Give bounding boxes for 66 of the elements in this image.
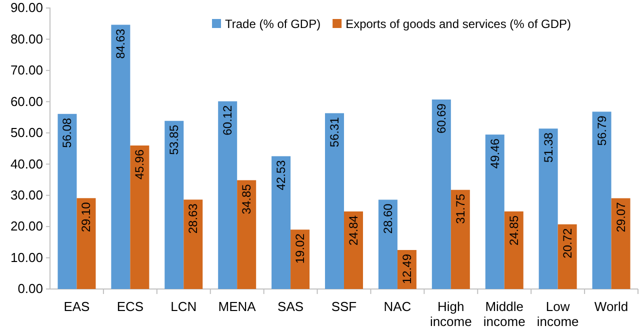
bar xyxy=(164,120,184,289)
bar xyxy=(237,180,256,289)
x-tick-label: ECS xyxy=(116,299,144,314)
bar xyxy=(485,134,504,289)
x-tick-label: World xyxy=(594,299,628,314)
data-label: 84.63 xyxy=(114,28,128,59)
y-tick-label: 0.00 xyxy=(18,281,43,296)
y-tick-label: 60.00 xyxy=(10,94,43,109)
legend-label: Exports of goods and services (% of GDP) xyxy=(346,17,572,31)
bar xyxy=(111,24,130,289)
data-label: 60.12 xyxy=(220,104,235,136)
data-label: 31.75 xyxy=(453,194,468,224)
bar xyxy=(130,146,150,289)
y-tick-label: 80.00 xyxy=(10,31,43,46)
bar xyxy=(504,211,524,289)
data-label: 49.46 xyxy=(488,138,502,169)
bar xyxy=(290,230,310,289)
data-label: 19.02 xyxy=(293,233,308,264)
data-label: 28.60 xyxy=(380,203,395,234)
data-label: 53.85 xyxy=(167,124,182,155)
y-tick-label: 20.00 xyxy=(10,218,43,234)
data-label: 60.69 xyxy=(434,103,448,134)
bar xyxy=(344,211,363,289)
bar xyxy=(432,100,451,289)
data-label: 29.07 xyxy=(614,202,628,232)
x-tick-label: Middle income xyxy=(483,299,526,329)
data-label: 24.84 xyxy=(346,215,360,246)
y-tick-label: 30.00 xyxy=(10,187,43,202)
data-label: 56.08 xyxy=(60,118,74,148)
bar xyxy=(558,224,577,289)
x-tick-label: High income xyxy=(430,299,472,329)
bar xyxy=(592,112,612,289)
x-tick-label: Low income xyxy=(536,299,579,329)
legend-label: Trade (% of GDP) xyxy=(225,17,321,31)
data-label: 56.31 xyxy=(328,116,342,148)
y-tick-label: 10.00 xyxy=(10,250,43,265)
bar xyxy=(76,198,96,289)
data-label: 29.10 xyxy=(79,202,94,232)
bar xyxy=(184,200,203,289)
data-label: 34.85 xyxy=(240,184,254,214)
x-tick-label: SAS xyxy=(278,299,304,314)
x-tick-label: SSF xyxy=(331,299,357,314)
y-tick-label: 70.00 xyxy=(10,62,43,78)
bar xyxy=(58,114,77,289)
x-tick-label: EAS xyxy=(64,299,90,314)
data-label: 20.72 xyxy=(560,228,574,258)
data-label: 56.79 xyxy=(594,115,609,146)
x-tick-label: MENA xyxy=(218,299,256,314)
x-tick-label: LCN xyxy=(170,299,197,314)
bar xyxy=(538,128,558,289)
data-label: 12.49 xyxy=(400,254,414,284)
bar xyxy=(272,156,291,289)
bar xyxy=(218,101,238,289)
bar xyxy=(378,200,398,289)
bar xyxy=(611,198,630,289)
data-label: 24.85 xyxy=(506,215,521,246)
y-tick-label: 90.00 xyxy=(10,0,43,16)
data-label: 42.53 xyxy=(274,160,288,190)
data-label: 45.96 xyxy=(132,149,147,180)
data-label: 51.38 xyxy=(541,132,556,163)
bar xyxy=(325,113,344,289)
y-tick-label: 40.00 xyxy=(10,156,43,172)
data-label: 28.63 xyxy=(186,203,200,234)
y-tick-label: 50.00 xyxy=(10,125,43,140)
bar xyxy=(450,190,470,289)
x-tick-label: NAC xyxy=(384,299,412,314)
